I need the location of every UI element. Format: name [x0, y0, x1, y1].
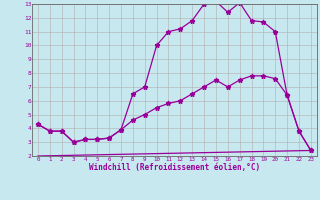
- X-axis label: Windchill (Refroidissement éolien,°C): Windchill (Refroidissement éolien,°C): [89, 163, 260, 172]
